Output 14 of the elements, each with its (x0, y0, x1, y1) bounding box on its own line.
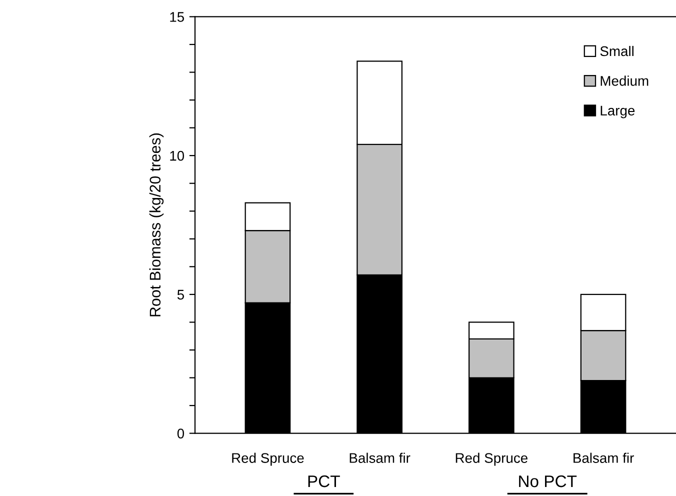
text: PCT (308, 475, 340, 488)
y-tick-label: 0 (177, 428, 184, 438)
legend-label: Medium (600, 76, 648, 86)
y-tick-label: 10 (170, 150, 184, 161)
text: No PCT (519, 475, 577, 488)
x-tick-label: Red Spruce (456, 452, 528, 466)
x-tick-label: Balsam fir (350, 452, 410, 463)
legend-label: Large (600, 106, 635, 118)
legend-label: Small (600, 46, 634, 56)
y-tick-label: 5 (177, 290, 184, 300)
x-tick-label: Balsam fir (574, 452, 634, 463)
y-tick-label: 15 (170, 12, 184, 22)
x-tick-label: Red Spruce (232, 452, 304, 466)
y-axis-title: Root Biomass (kg/20 trees) (149, 133, 164, 316)
